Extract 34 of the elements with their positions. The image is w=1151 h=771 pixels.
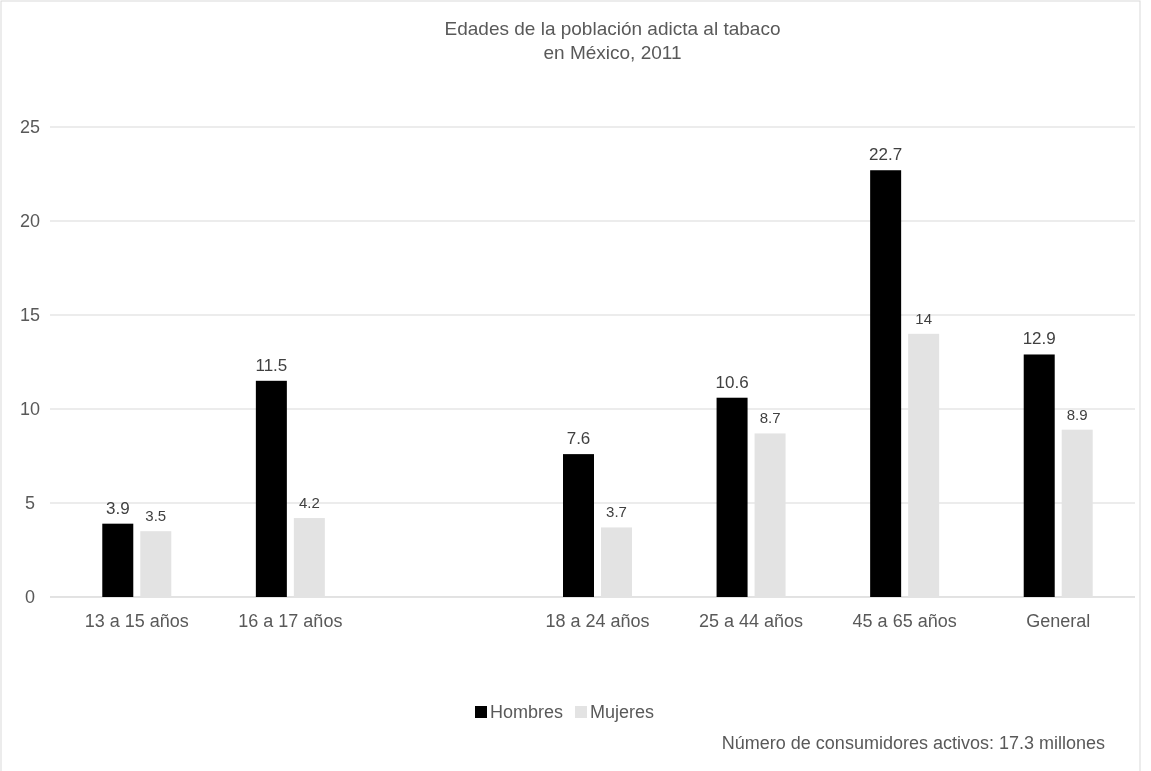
- bar: [563, 454, 594, 597]
- x-tick-label: General: [1026, 611, 1091, 631]
- text: Número de consumidores activos: 17.3 millones: [721, 733, 1105, 753]
- data-label: 10.6: [715, 372, 749, 392]
- bar: [1023, 354, 1055, 597]
- data-label: 8.7: [759, 409, 781, 427]
- x-tick-label: 18 a 24 años: [545, 611, 650, 631]
- data-label: 11.5: [255, 355, 288, 375]
- chart-title: Edades de la población adicta al tabaco en México, 2011: [444, 18, 781, 63]
- y-tick-label: 15: [19, 305, 41, 325]
- y-tick-label: 0: [24, 587, 36, 607]
- data-label: 8.9: [1066, 405, 1088, 423]
- data-label: 3.7: [606, 503, 627, 521]
- data-label: 12.9: [1022, 329, 1056, 349]
- data-label: 3.5: [145, 507, 167, 525]
- y-tick-label: 25: [19, 117, 41, 137]
- x-tick-label: 45 a 65 años: [852, 611, 957, 631]
- bar: [102, 523, 134, 597]
- legend-label: Hombres: [490, 702, 564, 722]
- y-tick-label: 10: [19, 399, 41, 419]
- x-tick-label: 16 a 17 años: [238, 611, 343, 631]
- x-tick-label: 13 a 15 años: [84, 611, 189, 631]
- x-tick-label: 25 a 44 años: [699, 611, 804, 631]
- y-tick-label: 20: [19, 211, 41, 231]
- bar: [255, 380, 287, 597]
- data-label: 7.6: [566, 429, 591, 449]
- legend-label: Mujeres: [590, 702, 655, 722]
- bar: [870, 170, 902, 597]
- y-tick-label: 5: [24, 493, 36, 513]
- data-label: 22.7: [869, 145, 903, 165]
- data-label: 4.2: [298, 494, 320, 512]
- bar: [716, 397, 748, 597]
- data-label: 14: [915, 309, 932, 327]
- data-label: 3.9: [105, 498, 130, 518]
